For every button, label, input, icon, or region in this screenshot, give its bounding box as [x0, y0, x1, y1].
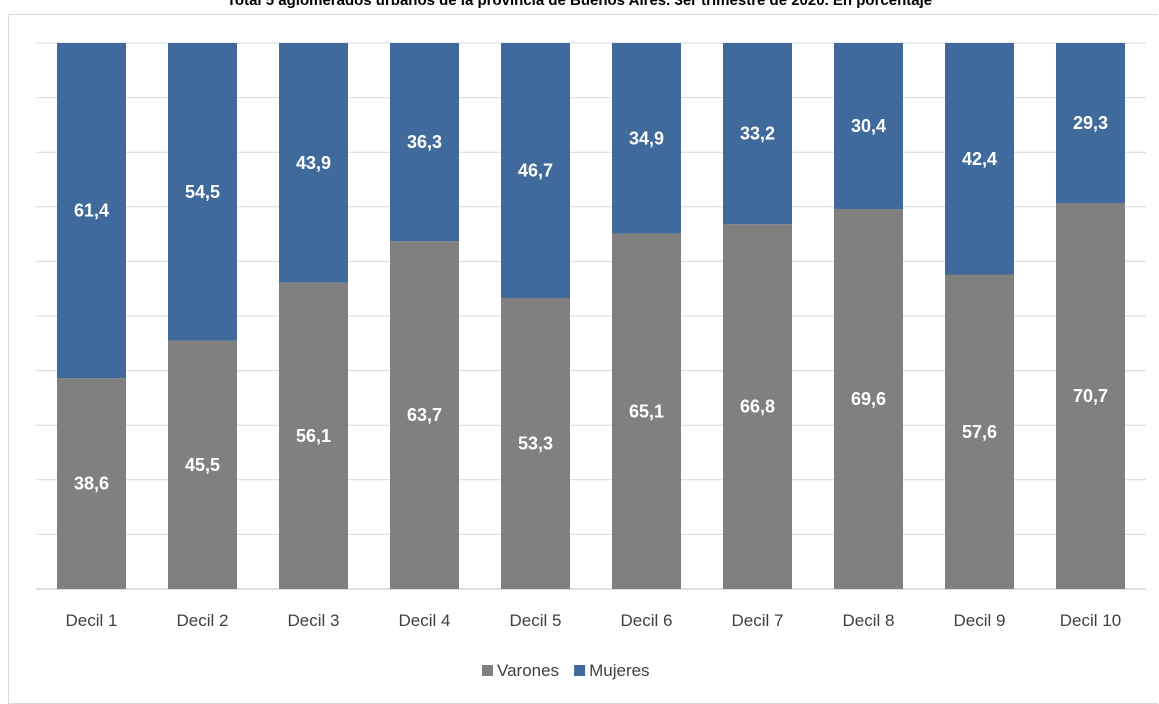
bar-varones-9: [945, 274, 1014, 589]
legend-label-varones: Varones: [497, 661, 559, 680]
bar-mujeres-4: [390, 43, 459, 242]
bar-mujeres-7: [723, 43, 792, 225]
x-tick-label: Decil 9: [954, 611, 1006, 630]
data-label-varones-5: 53,3: [518, 433, 553, 453]
data-label-varones-4: 63,7: [407, 405, 442, 425]
data-label-varones-3: 56,1: [296, 426, 331, 446]
data-label-varones-7: 66,8: [740, 397, 775, 417]
bar-varones-5: [501, 297, 570, 589]
bar-varones-2: [168, 340, 237, 589]
data-labels: 38,6 61,4 45,5 54,5 56,1 43,9 63,7 36,3 53,3 46,7…: [74, 113, 1108, 494]
x-tick-label: Decil 3: [288, 611, 340, 630]
data-label-varones-1: 38,6: [74, 474, 109, 494]
data-label-varones-2: 45,5: [185, 455, 220, 475]
data-label-varones-9: 57,6: [962, 422, 997, 442]
data-label-mujeres-2: 54,5: [185, 182, 220, 202]
bar-mujeres-9: [945, 43, 1014, 275]
bar-mujeres-8: [834, 43, 903, 209]
data-label-mujeres-10: 29,3: [1073, 113, 1108, 133]
bar-varones-8: [834, 208, 903, 589]
legend-swatch-varones: [482, 665, 493, 676]
x-tick-label: Decil 10: [1060, 611, 1121, 630]
bar-varones-3: [279, 282, 348, 589]
bar-mujeres-10: [1056, 43, 1125, 203]
bar-mujeres-3: [279, 43, 348, 283]
x-tick-label: Decil 5: [510, 611, 562, 630]
bar-varones-1: [57, 378, 126, 589]
x-tick-label: Decil 7: [732, 611, 784, 630]
data-label-varones-8: 69,6: [851, 389, 886, 409]
data-label-mujeres-5: 46,7: [518, 160, 553, 180]
data-label-mujeres-6: 34,9: [629, 128, 664, 148]
data-label-varones-10: 70,7: [1073, 386, 1108, 406]
bar-mujeres-1: [57, 43, 126, 379]
x-tick-label: Decil 6: [621, 611, 673, 630]
data-label-mujeres-4: 36,3: [407, 132, 442, 152]
x-tick-label: Decil 1: [66, 611, 118, 630]
legend-label-mujeres: Mujeres: [589, 661, 649, 680]
x-tick-label: Decil 2: [177, 611, 229, 630]
data-label-mujeres-7: 33,2: [740, 124, 775, 144]
legend-swatch-mujeres: [574, 665, 586, 676]
data-label-varones-6: 65,1: [629, 401, 664, 421]
bar-varones-7: [723, 224, 792, 589]
bar-varones-4: [390, 241, 459, 589]
bar-mujeres-2: [168, 43, 237, 341]
bar-varones-6: [612, 233, 681, 589]
bar-varones-10: [1056, 202, 1125, 589]
bar-mujeres-5: [501, 43, 570, 298]
data-label-mujeres-8: 30,4: [851, 116, 886, 136]
bar-mujeres-6: [612, 43, 681, 234]
x-axis-tick-labels: Decil 1 Decil 2 Decil 3 Decil 4 Decil 5 Decil…: [66, 611, 1122, 630]
data-label-mujeres-1: 61,4: [74, 201, 109, 221]
x-tick-label: Decil 4: [399, 611, 451, 630]
data-label-mujeres-3: 43,9: [296, 153, 331, 173]
data-label-mujeres-9: 42,4: [962, 149, 997, 169]
bars: [57, 43, 1125, 589]
legend: Varones Mujeres: [482, 661, 650, 680]
x-tick-label: Decil 8: [843, 611, 895, 630]
chart-title: Total 5 aglomerados urbanos de la provin…: [226, 0, 933, 9]
